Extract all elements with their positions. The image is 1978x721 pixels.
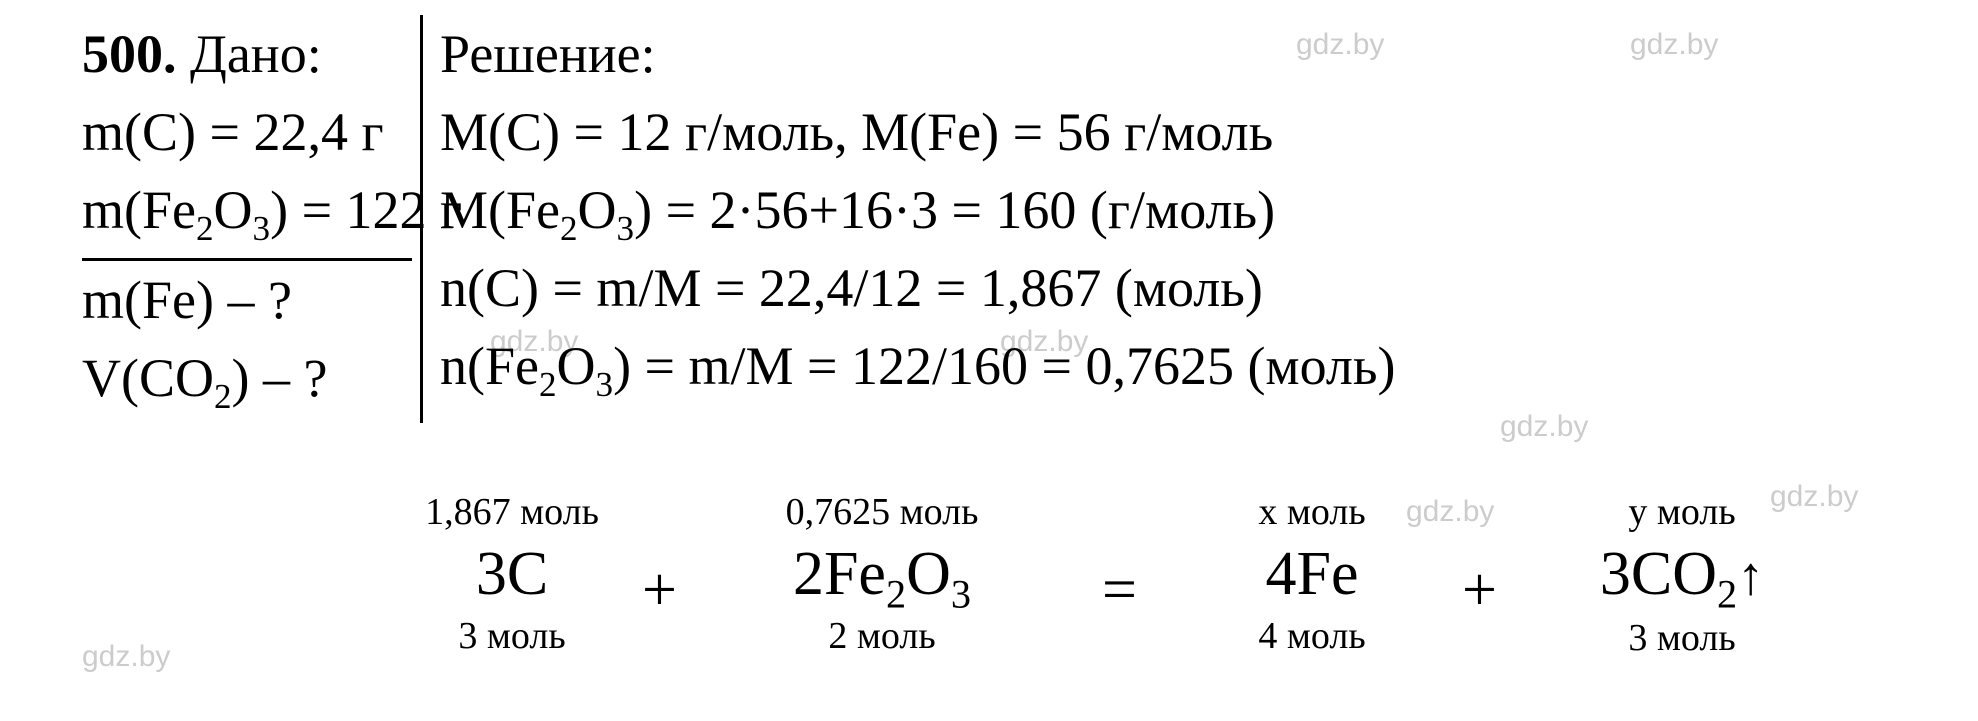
eq-term-1: 1,867 моль 3C 3 моль: [382, 490, 642, 658]
text: n(Fe: [440, 336, 539, 396]
eq-bot-label: 2 моль: [732, 614, 1032, 658]
subscript: 3: [617, 209, 635, 248]
find-line-2: V(CO2) – ?: [82, 339, 412, 417]
eq-top-label: х моль: [1212, 490, 1412, 534]
coef: 3: [476, 540, 507, 608]
page: gdz.by gdz.by gdz.by gdz.by gdz.by gdz.b…: [0, 0, 1978, 721]
symbol: Fe: [1297, 540, 1359, 608]
solution-block: Решение: M(C) = 12 г/моль, M(Fe) = 56 г/…: [440, 15, 1940, 405]
coef: 3: [1600, 540, 1631, 608]
text: ) = 2·56+16·3 = 160 (г/моль): [634, 180, 1275, 240]
text: 22,4 г: [253, 102, 383, 162]
watermark: gdz.by: [82, 640, 170, 674]
subscript: 3: [596, 365, 614, 404]
solution-line-1: M(C) = 12 г/моль, M(Fe) = 56 г/моль: [440, 93, 1940, 171]
watermark: gdz.by: [1500, 410, 1588, 444]
text: ) = m/M = 122/160 = 0,7625 (моль): [613, 336, 1395, 396]
given-header: 500. Дано:: [82, 15, 412, 93]
arrow-up-icon: ↑: [1737, 546, 1764, 606]
given-label: Дано:: [190, 24, 322, 84]
symbol: C: [507, 540, 548, 608]
eq-bot-label: 3 моль: [382, 614, 642, 658]
eq-bot-label: 3 моль: [1552, 616, 1812, 660]
eq-formula: 2Fe2O3: [732, 534, 1032, 614]
given-line-1: m(C) = 22,4 г: [82, 93, 412, 171]
text: m(Fe: [82, 180, 196, 240]
subscript: 2: [1717, 571, 1737, 616]
eq-op-equals: =: [1102, 550, 1137, 630]
eq-op-plus: +: [1462, 550, 1497, 630]
eq-formula: 3CO2↑: [1552, 534, 1812, 616]
text: V(CO: [82, 348, 214, 408]
find-line-1: m(Fe) – ?: [82, 261, 412, 339]
eq-op-plus: +: [642, 550, 677, 630]
subscript: 2: [539, 365, 557, 404]
subscript: 3: [253, 209, 271, 248]
solution-line-4: n(Fe2O3) = m/M = 122/160 = 0,7625 (моль): [440, 327, 1940, 405]
eq-formula: 4Fe: [1212, 534, 1412, 614]
eq-term-3: х моль 4Fe 4 моль: [1212, 490, 1412, 658]
eq-top-label: 1,867 моль: [382, 490, 642, 534]
text: O: [557, 336, 596, 396]
coef: 2: [793, 540, 824, 608]
text: m(Fe) – ?: [82, 270, 292, 330]
text: ) – ?: [232, 348, 328, 408]
text: ) = 122 г: [270, 180, 462, 240]
given-block: 500. Дано: m(C) = 22,4 г m(Fe2O3) = 122 …: [82, 15, 412, 417]
solution-line-3: n(C) = m/M = 22,4/12 = 1,867 (моль): [440, 249, 1940, 327]
symbol: Fe: [824, 540, 886, 608]
eq-top-label: 0,7625 моль: [732, 490, 1032, 534]
eq-term-2: 0,7625 моль 2Fe2O3 2 моль: [732, 490, 1032, 658]
solution-label: Решение:: [440, 15, 1940, 93]
subscript: 2: [560, 209, 578, 248]
eq-term-4: у моль 3CO2↑ 3 моль: [1552, 490, 1812, 660]
text: O: [578, 180, 617, 240]
subscript: 2: [886, 571, 906, 616]
symbol: CO: [1631, 540, 1717, 608]
eq-formula: 3C: [382, 534, 642, 614]
problem-number: 500.: [82, 24, 177, 84]
subscript: 3: [951, 571, 971, 616]
subscript: 2: [196, 209, 214, 248]
watermark: gdz.by: [1406, 495, 1494, 529]
text: m(C) =: [82, 102, 253, 162]
coef: 4: [1266, 540, 1297, 608]
text: M(Fe: [440, 180, 560, 240]
text: O: [214, 180, 253, 240]
given-line-2: m(Fe2O3) = 122 г: [82, 171, 412, 249]
eq-bot-label: 4 моль: [1212, 614, 1412, 658]
subscript: 2: [214, 377, 232, 416]
solution-line-2: M(Fe2O3) = 2·56+16·3 = 160 (г/моль): [440, 171, 1940, 249]
eq-top-label: у моль: [1552, 490, 1812, 534]
symbol: O: [906, 540, 951, 608]
